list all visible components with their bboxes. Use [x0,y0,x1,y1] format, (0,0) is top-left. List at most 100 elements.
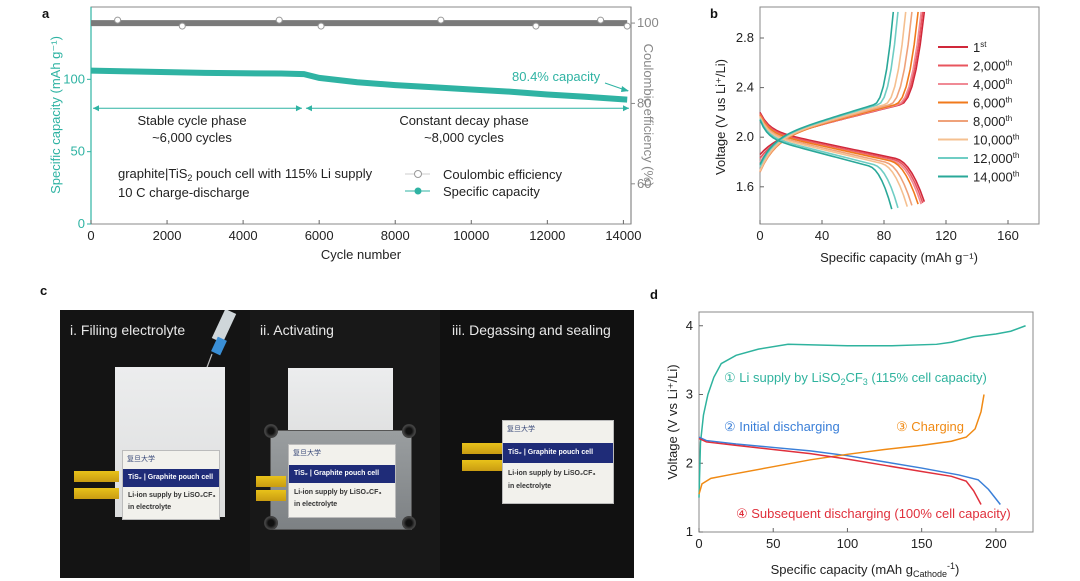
photo-step-degassing: iii. Degassing and sealing 复旦大学 TiS₂ | G… [440,310,634,578]
panel-letter-d: d [650,287,658,302]
x-tick-label: 80 [877,228,891,243]
x-axis-label: Specific capacity (mAh g⁻¹) [820,250,978,265]
y-tick-label: 100 [63,71,85,86]
x-tick-label: 100 [837,536,859,551]
legend-label: 10,000th [973,133,1019,148]
label-title: TiS₂ | Graphite pouch cell [123,469,219,487]
y-axis-label: Voltage (V us Li⁺/Li) [713,59,728,175]
legend-label: 2,000th [973,59,1012,74]
legend-label: 6,000th [973,96,1012,111]
label-line-2: in electrolyte [508,483,552,490]
series-charging [698,394,985,495]
plot-frame [698,311,1034,533]
y2-tick-label: 100 [637,15,659,30]
chart-b-voltage-profiles: 0 40 80 120 160 1.6 2.0 2.4 2.8 1st 2,000th 4,000t… [713,6,1040,265]
ce-point [114,16,122,24]
panel-letter-a: a [42,6,50,21]
rate-description: 10 C charge-discharge [118,185,250,200]
legend-marker-capacity [414,187,422,195]
y2-tick-label: 80 [637,95,651,110]
x-tick-label: 50 [766,536,780,551]
x-tick-label: 0 [756,228,763,243]
series-li-supply [698,325,1026,498]
label-line-1: Li-ion supply by LiSO₂CF₃ [508,470,596,477]
panel-letter-b: b [710,6,718,21]
x-axis-label: Specific capacity (mAh gCathode-1) [771,561,960,579]
series-subsequent-discharging [698,437,982,505]
y-tick-label: 2 [686,455,693,470]
label-title: TiS₂ | Graphite pouch cell [503,443,613,463]
arrowhead [305,105,312,112]
series-discharge [759,116,909,207]
y-axis-label: Voltage (V vs Li⁺/Li) [665,364,680,479]
arrowhead [621,86,629,92]
ce-point [178,22,186,30]
tab-negative [256,490,286,501]
ce-point [623,22,631,30]
series-initial-discharging [698,436,1001,505]
y-tick-label: 2.8 [736,30,754,45]
legend-label: 8,000th [973,114,1012,129]
tab-positive [462,443,507,454]
legend-label: 12,000th [973,151,1019,166]
stable-phase-title: Stable cycle phase [137,113,246,128]
ce-point [275,16,283,24]
x-tick-label: 2000 [153,228,182,243]
chart-d-li-supply: 0 50 100 150 200 1 2 3 4 Voltage (V vs Li⁺/Li) S… [665,311,1034,579]
x-tick-label: 12000 [529,228,565,243]
arrowhead [93,105,99,112]
label-title: TiS₂ | Graphite pouch cell [289,465,395,483]
chart-a-cycling: 0 2000 4000 6000 8000 10000 12000 14000 0 50 100 60… [48,6,659,262]
ce-point [597,16,605,24]
legend: Coulombic efficiency Specific capacity [405,167,562,199]
ce-point [532,22,540,30]
series-label-initial-discharging: ② Initial discharging [724,419,840,434]
arrowhead [623,105,629,112]
legend-label: 4,000th [973,77,1012,92]
series-charge [759,11,895,165]
series-discharge [759,118,899,209]
step-title: i. Filiing electrolyte [70,322,186,338]
x-tick-label: 6000 [305,228,334,243]
series-discharge [759,119,893,210]
x-tick-label: 150 [911,536,933,551]
tab-negative [462,460,507,471]
photo-step-activating: ii. Activating 复旦大学 TiS₂ | Graphite pouc… [250,310,440,578]
x-tick-label: 0 [87,228,94,243]
series-label-li-supply: ① Li supply by LiSO2CF3 (115% cell capac… [724,370,987,387]
x-tick-label: 8000 [381,228,410,243]
y-tick-label: 1.6 [736,179,754,194]
university-logo: 复旦大学 [293,450,321,457]
tab-negative [74,488,119,499]
x-tick-label: 120 [935,228,957,243]
university-logo: 复旦大学 [507,426,535,433]
label-line-2: in electrolyte [128,504,172,511]
series-specific-capacity [90,67,628,103]
decay-phase-title: Constant decay phase [399,113,528,128]
step-title: iii. Degassing and sealing [452,322,611,338]
legend-label-capacity: Specific capacity [443,184,540,199]
legend-label: 14,000th [973,170,1019,185]
step-title: ii. Activating [260,322,334,338]
series-label-charging: ③ Charging [896,419,964,434]
y-tick-label: 0 [78,216,85,231]
stable-phase-cycles: ~6,000 cycles [152,130,232,145]
x-tick-label: 0 [695,536,702,551]
y-tick-label: 3 [686,387,693,402]
tab-positive [256,476,286,487]
y-tick-label: 4 [686,318,693,333]
y-tick-label: 2.4 [736,80,754,95]
y-tick-label: 2.0 [736,129,754,144]
y-tick-label: 1 [686,524,693,539]
y2-axis-label: Coulombic efficiency (%) [641,44,656,187]
label-line-1: Li-ion supply by LiSO₂CF₃ [128,492,216,499]
y-tick-label: 50 [71,144,85,159]
x-tick-label: 160 [997,228,1019,243]
x-tick-label: 10000 [453,228,489,243]
x-tick-label: 200 [985,536,1007,551]
legend-marker-ce [414,170,422,178]
x-tick-label: 4000 [229,228,258,243]
x-tick-label: 40 [815,228,829,243]
y-axis-label: Specific capacity (mAh g⁻¹) [48,36,63,194]
cell-label: 复旦大学 TiS₂ | Graphite pouch cell Li-ion s… [502,420,614,504]
